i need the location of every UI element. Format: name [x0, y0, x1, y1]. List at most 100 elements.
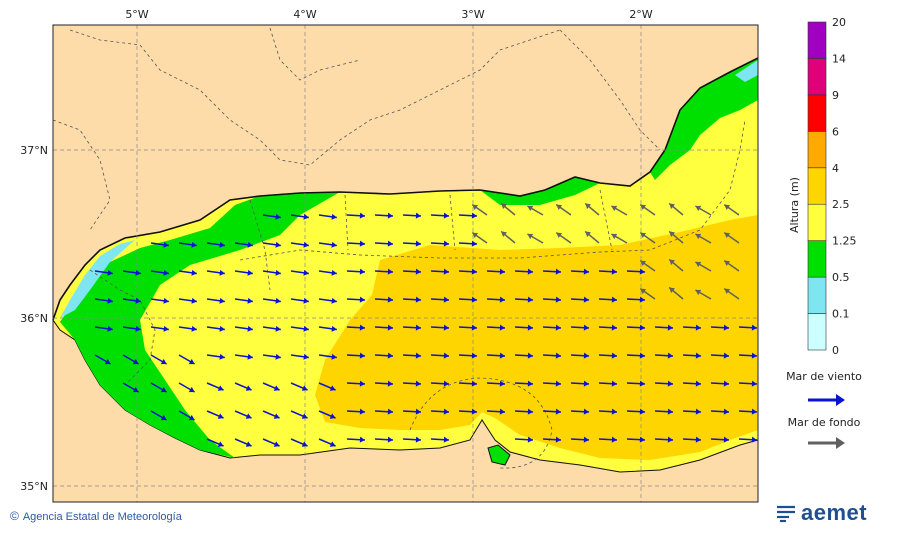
wind-sea-arrow	[94, 354, 111, 365]
wind-sea-arrow	[290, 382, 308, 391]
wind-sea-arrow	[570, 268, 590, 275]
wind-sea-arrow	[514, 408, 534, 415]
wind-sea-arrow	[486, 296, 506, 303]
region-borders	[52, 27, 746, 469]
wind-sea-arrow	[346, 436, 366, 443]
wind-sea-arrow	[626, 324, 646, 331]
wind-sea-arrow	[710, 380, 730, 387]
wind-sea-arrow	[402, 212, 422, 219]
wind-sea-arrow	[402, 408, 422, 415]
wind-sea-arrow	[598, 408, 618, 415]
wind-sea-arrow	[290, 410, 308, 419]
wind-sea-arrow	[542, 268, 562, 275]
wind-sea-arrow	[206, 410, 224, 419]
wind-sea-arrow	[682, 436, 702, 443]
wind-sea-arrow	[626, 436, 646, 443]
lon-label-5w: 5°W	[125, 8, 148, 21]
color-scale-label: 14	[832, 52, 846, 65]
wind-sea-arrow	[542, 324, 562, 331]
wind-sea-arrow	[654, 380, 674, 387]
wind-sea-arrow	[486, 268, 506, 275]
wind-sea-arrow	[234, 241, 253, 248]
wind-sea-arrow	[262, 297, 281, 304]
wind-sea-arrow	[290, 213, 309, 220]
swell-arrow	[695, 233, 712, 244]
zone-green	[60, 192, 340, 458]
zone-cyan	[60, 240, 135, 318]
color-scale-swatch	[807, 94, 827, 132]
wind-sea-arrow	[374, 296, 394, 303]
aemet-logo-icon	[777, 505, 795, 523]
swell-arrow	[471, 232, 488, 244]
wind-sea-arrow	[458, 352, 478, 359]
wind-sea-arrow	[178, 410, 195, 421]
wind-sea-arrow	[374, 324, 394, 331]
wind-sea-arrow	[318, 325, 337, 332]
wind-sea-arrow	[458, 380, 478, 387]
wind-sea-arrow	[514, 436, 534, 443]
wind-sea-arrow	[262, 353, 281, 360]
copyright-credit: © Agencia Estatal de Meteorología	[10, 509, 182, 523]
wind-sea-arrow	[654, 324, 674, 331]
copyright-icon: ©	[10, 509, 19, 523]
wind-sea-arrow	[542, 408, 562, 415]
color-scale-label: 9	[832, 89, 839, 102]
wind-sea-arrow	[178, 325, 197, 332]
wind-sea-arrow	[598, 268, 618, 275]
wind-sea-arrow	[206, 325, 225, 332]
color-scale-label: 4	[832, 162, 839, 175]
wind-sea-arrow	[598, 352, 618, 359]
swell-arrow	[723, 288, 740, 300]
color-scale-swatch	[807, 21, 827, 59]
wind-sea-arrow	[206, 241, 225, 248]
wind-sea-arrow	[374, 240, 394, 247]
color-scale-label: 0	[832, 344, 839, 357]
wind-sea-arrow	[626, 268, 646, 275]
wind-sea-arrow	[234, 353, 253, 360]
swell-arrow	[639, 204, 656, 216]
wind-sea-arrow	[570, 324, 590, 331]
color-scale-bar	[807, 21, 827, 351]
swell-arrow	[639, 232, 656, 244]
swell-arrow	[639, 288, 656, 300]
lon-label-2w: 2°W	[629, 8, 652, 21]
color-scale-label: 20	[832, 16, 846, 29]
wind-sea-arrow	[150, 410, 167, 421]
wind-sea-arrow	[374, 268, 394, 275]
wind-sea-arrow	[430, 212, 450, 219]
color-scale-label: 0.1	[832, 308, 850, 321]
aemet-logo: aemet	[775, 500, 867, 526]
wind-sea-arrow	[626, 352, 646, 359]
wind-sea-arrow	[290, 353, 309, 360]
zone-cyan-east	[735, 60, 758, 82]
wind-sea-arrow	[430, 436, 450, 443]
wind-sea-arrow-icon	[808, 394, 845, 406]
swell-arrow	[611, 233, 628, 244]
wind-sea-arrow	[206, 382, 224, 391]
wind-sea-arrow	[598, 296, 618, 303]
swell-arrow	[695, 289, 712, 300]
wind-sea-arrow	[570, 296, 590, 303]
wind-sea-arrow	[542, 380, 562, 387]
wind-sea-arrow	[318, 353, 337, 360]
wind-sea-arrow	[486, 324, 506, 331]
graticule	[53, 25, 758, 502]
zone-green-north	[480, 177, 600, 205]
wind-sea-arrow	[738, 408, 758, 415]
wind-sea-arrow	[682, 352, 702, 359]
wind-sea-arrow	[290, 325, 309, 332]
color-scale-label: 0.5	[832, 271, 850, 284]
swell-arrow	[723, 232, 740, 244]
swell-arrow	[471, 204, 488, 216]
swell-arrow	[668, 286, 684, 300]
wind-sea-arrow	[430, 324, 450, 331]
wind-sea-arrow	[710, 436, 730, 443]
wind-sea-arrow	[290, 297, 309, 304]
wind-sea-arrow	[262, 241, 281, 248]
wind-sea-arrow	[654, 408, 674, 415]
wind-sea-arrow	[486, 408, 506, 415]
wind-sea-arrow	[346, 296, 366, 303]
wind-sea-arrow	[738, 352, 758, 359]
swell-arrow	[500, 230, 516, 244]
swell-arrow	[584, 230, 600, 244]
